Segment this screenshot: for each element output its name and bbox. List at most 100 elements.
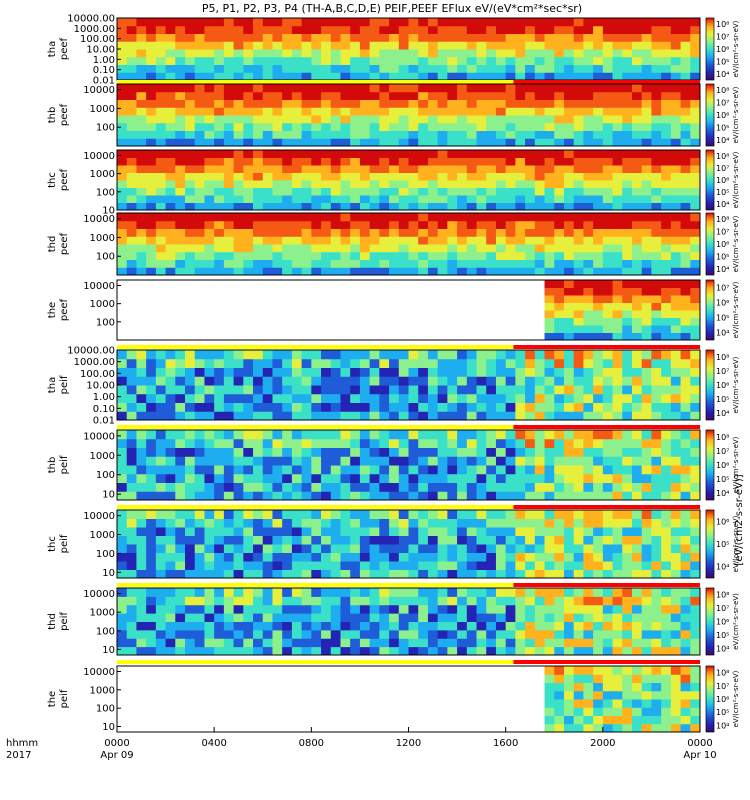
heat-cell <box>282 56 293 65</box>
heat-cell <box>253 491 264 501</box>
heat-cell <box>408 544 419 553</box>
heat-cell <box>554 707 565 716</box>
heat-cell <box>622 220 633 229</box>
heat-cell <box>369 228 380 237</box>
heat-cell <box>486 411 497 421</box>
heat-cell <box>408 165 419 173</box>
heat-cell <box>544 621 555 631</box>
heat-cell <box>126 358 137 368</box>
heat-cell <box>651 172 662 181</box>
heat-cell <box>641 259 652 268</box>
heat-cell <box>340 596 351 606</box>
heat-cell <box>447 510 458 519</box>
heat-cell <box>126 393 137 403</box>
heat-cell <box>486 41 497 50</box>
colorbar-label: eV/(cm²-s-sr-eV) <box>732 356 740 413</box>
heat-cell <box>418 613 429 622</box>
heat-cell <box>525 646 536 656</box>
heat-cell <box>282 244 293 253</box>
heat-cell <box>253 638 264 648</box>
heat-cell <box>525 350 536 360</box>
heat-cell <box>476 99 487 108</box>
heat-cell <box>457 202 468 211</box>
heat-cell <box>185 510 196 519</box>
colorbar-label: eV/(cm²-s-sr-eV) <box>732 593 740 650</box>
heat-cell <box>282 465 293 475</box>
heat-cell <box>602 491 614 501</box>
heat-cell <box>437 438 448 448</box>
heat-cell <box>321 33 332 42</box>
heat-cell <box>194 588 205 597</box>
panel-frame <box>116 587 701 656</box>
heat-cell <box>301 195 312 203</box>
heat-cell <box>554 393 565 403</box>
heat-cell <box>593 180 604 188</box>
heat-cell <box>437 165 448 173</box>
heat-cell <box>593 638 604 648</box>
heat-cell <box>457 213 468 222</box>
heat-cell <box>204 64 215 73</box>
heat-cell <box>321 350 332 360</box>
heat-cell <box>466 350 478 360</box>
heat-cell <box>593 491 604 501</box>
heat-cell <box>466 544 478 553</box>
heat-cell <box>680 699 691 708</box>
heat-cell <box>437 527 448 536</box>
heat-cell <box>311 228 322 237</box>
heat-cell <box>690 236 701 245</box>
heat-cell <box>175 18 186 27</box>
heat-cell <box>651 350 662 360</box>
heat-cell <box>486 402 497 412</box>
heat-cell <box>505 157 516 166</box>
panel-frame <box>116 429 701 501</box>
heat-cell <box>194 646 205 656</box>
heat-cell <box>340 518 351 528</box>
heat-cell <box>408 456 419 466</box>
heat-cell <box>204 187 215 196</box>
heat-cell <box>233 482 244 492</box>
heat-cell <box>398 228 409 237</box>
heat-cell <box>661 638 672 648</box>
heat-cell <box>223 430 235 440</box>
heat-cell <box>418 596 429 606</box>
heat-cell <box>272 482 283 492</box>
heat-cell <box>427 244 439 253</box>
heat-cell <box>204 165 215 173</box>
heat-cell <box>544 49 555 58</box>
heat-cell <box>330 393 341 403</box>
heat-cell <box>165 41 176 50</box>
heat-cell <box>690 561 701 570</box>
heat-cell <box>272 244 283 253</box>
heat-cell <box>243 510 254 519</box>
heat-cell <box>282 518 293 528</box>
heat-cell <box>369 527 380 536</box>
heat-cell <box>194 187 205 196</box>
heat-cell <box>214 510 225 519</box>
heat-cell <box>262 130 273 139</box>
heat-cell <box>690 411 701 421</box>
heat-cell <box>515 527 526 536</box>
heat-cell <box>126 187 137 196</box>
heat-cell <box>359 629 371 639</box>
heat-cell <box>233 107 244 116</box>
heat-cell <box>641 172 652 181</box>
heat-cell <box>583 561 594 570</box>
heat-cell <box>670 130 682 139</box>
heat-cell <box>622 613 633 622</box>
heat-cell <box>495 385 507 395</box>
heat-cell <box>311 115 322 124</box>
heat-cell <box>602 527 614 536</box>
heat-cell <box>690 228 701 237</box>
heat-cell <box>359 33 371 42</box>
x-tick-label: 0400 <box>201 738 226 749</box>
heat-cell <box>612 130 623 139</box>
heat-cell <box>476 430 487 440</box>
heat-cell <box>544 682 555 692</box>
heat-cell <box>175 621 186 631</box>
heat-cell <box>515 251 526 260</box>
heat-cell <box>379 122 390 131</box>
heat-cell <box>253 552 264 562</box>
heat-cell <box>214 482 225 492</box>
heat-cell <box>670 115 682 124</box>
heat-cell <box>311 621 322 631</box>
